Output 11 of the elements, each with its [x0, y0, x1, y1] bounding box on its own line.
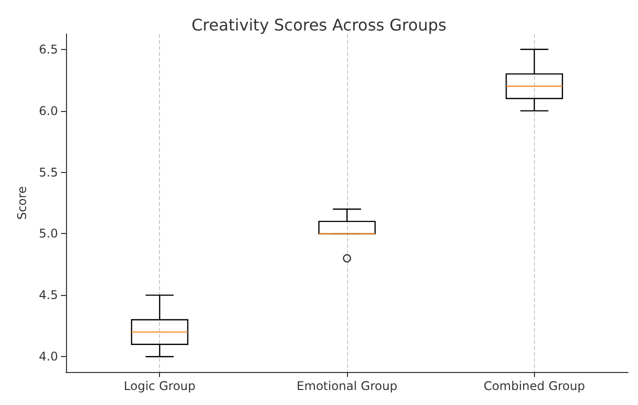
y-tick-label: 4.0 [38, 350, 58, 364]
y-tick-label: 5.5 [38, 165, 58, 180]
y-tick-label: 6.5 [38, 42, 58, 56]
x-tick-label: Emotional Group [296, 379, 398, 393]
x-tick-label: Combined Group [484, 379, 585, 393]
y-tick-label: 6.0 [38, 104, 58, 118]
y-tick-label: 4.5 [38, 288, 58, 302]
chart-title: Creativity Scores Across Groups [191, 16, 447, 34]
x-tick-label: Logic Group [124, 379, 196, 393]
y-tick-label: 5.0 [38, 226, 58, 241]
y-axis-title: Score [15, 186, 29, 220]
